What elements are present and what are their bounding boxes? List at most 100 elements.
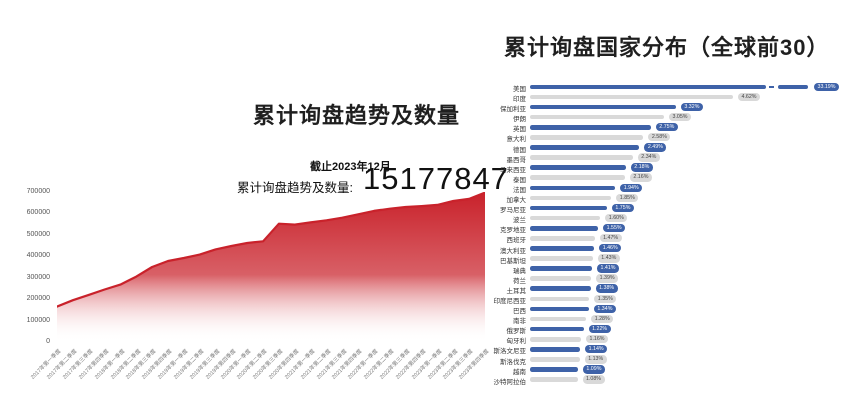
country-value-badge: 3.05% bbox=[669, 112, 692, 122]
y-axis-tick-label: 700000 bbox=[26, 188, 50, 195]
country-label: 印度 bbox=[513, 96, 526, 104]
area-chart-plot bbox=[57, 192, 485, 342]
country-row: 美国 33.19% bbox=[480, 82, 852, 93]
country-bar bbox=[530, 266, 592, 271]
country-bar bbox=[530, 114, 664, 120]
country-label: 罗马尼亚 bbox=[500, 207, 526, 215]
country-label: 波兰 bbox=[513, 217, 526, 225]
country-label: 墨西哥 bbox=[506, 156, 527, 164]
country-label: 瑞典 bbox=[513, 267, 526, 275]
country-bar bbox=[530, 286, 591, 292]
country-bar-chart: 美国 33.19% 印度 4.62% 保加利亚 3.32% 伊朗 3.05% 英国 2.75% 意大… bbox=[480, 82, 852, 386]
country-label: 克罗地亚 bbox=[500, 227, 526, 235]
country-value-badge: 1.94% bbox=[620, 183, 643, 192]
country-value-badge: 1.22% bbox=[588, 324, 611, 334]
country-row: 荷兰 1.39% bbox=[480, 274, 852, 285]
country-value-badge: 1.47% bbox=[599, 234, 622, 243]
country-bar bbox=[530, 326, 584, 332]
country-value-badge: 3.32% bbox=[680, 102, 703, 112]
country-value-badge: 1.14% bbox=[585, 345, 608, 354]
country-label: 美国 bbox=[513, 86, 526, 93]
country-bar bbox=[530, 165, 626, 170]
country-bar bbox=[530, 367, 578, 372]
country-value-badge: 1.28% bbox=[591, 314, 614, 324]
country-value-badge: 2.34% bbox=[637, 153, 660, 162]
y-axis-tick-label: 500000 bbox=[26, 230, 50, 238]
country-row: 德国 2.49% bbox=[480, 143, 852, 154]
country-row: 西班牙 1.47% bbox=[480, 233, 852, 245]
country-value-badge: 1.39% bbox=[596, 274, 619, 283]
country-bar bbox=[530, 256, 593, 261]
country-label: 英国 bbox=[513, 126, 526, 134]
country-label: 巴基斯坦 bbox=[500, 257, 526, 265]
country-row: 土耳其 1.38% bbox=[480, 284, 852, 295]
country-value-badge: 1.16% bbox=[586, 334, 609, 344]
country-value-badge: 1.85% bbox=[616, 193, 639, 203]
area-series-line bbox=[57, 192, 485, 308]
country-value-badge: 1.09% bbox=[582, 365, 605, 374]
country-bar bbox=[530, 347, 581, 352]
country-label: 保加利亚 bbox=[500, 106, 526, 114]
country-row: 加拿大 1.85% bbox=[480, 193, 852, 205]
y-axis-tick-label: 300000 bbox=[26, 273, 50, 281]
country-bar bbox=[530, 236, 595, 241]
country-row: 越南 1.09% bbox=[480, 365, 852, 376]
country-row: 意大利 2.58% bbox=[480, 132, 852, 143]
country-label: 西班牙 bbox=[506, 237, 527, 245]
y-axis-tick-label: 200000 bbox=[26, 295, 50, 303]
country-bar bbox=[530, 357, 580, 362]
country-row: 伊朗 3.05% bbox=[480, 112, 852, 124]
country-value-badge: 1.13% bbox=[584, 355, 607, 364]
country-label: 印度尼西亚 bbox=[493, 297, 527, 305]
country-value-badge: 1.08% bbox=[582, 375, 605, 384]
country-row: 沙特阿拉伯 1.08% bbox=[480, 375, 852, 386]
country-value-badge: 1.75% bbox=[611, 203, 634, 213]
country-value-badge: 4.62% bbox=[738, 92, 761, 102]
country-bar bbox=[530, 316, 587, 322]
country-value-badge: 1.41% bbox=[597, 264, 620, 273]
country-label: 南非 bbox=[513, 318, 526, 326]
y-axis-tick-label: 600000 bbox=[26, 209, 50, 217]
country-bar bbox=[530, 306, 589, 312]
country-bar bbox=[530, 145, 640, 150]
country-row: 匈牙利 1.16% bbox=[480, 334, 852, 346]
country-bar bbox=[530, 246, 595, 251]
country-row: 巴西 1.34% bbox=[480, 304, 852, 316]
country-bar bbox=[530, 185, 616, 191]
y-axis-tick-label: 0 bbox=[46, 338, 50, 345]
country-row: 法国 1.94% bbox=[480, 183, 852, 194]
country-row: 印度 4.62% bbox=[480, 92, 852, 104]
area-chart: 0 100000 200000 300000 400000 500000 600000 700… bbox=[0, 185, 500, 405]
country-row: 俄罗斯 1.22% bbox=[480, 324, 852, 336]
country-value-badge: 2.58% bbox=[648, 133, 671, 142]
bar-break-mark bbox=[769, 86, 774, 88]
country-row: 罗马尼亚 1.75% bbox=[480, 203, 852, 215]
country-value-badge: 1.34% bbox=[593, 304, 616, 314]
country-label: 伊朗 bbox=[513, 116, 526, 124]
country-bar bbox=[530, 336, 581, 342]
country-row: 克罗地亚 1.55% bbox=[480, 223, 852, 235]
country-bar bbox=[530, 94, 733, 100]
country-label: 马来西亚 bbox=[500, 166, 526, 174]
country-row: 斯洛伐克 1.13% bbox=[480, 355, 852, 366]
asof-date-label: 截止2023年12月 bbox=[310, 161, 391, 173]
country-bar bbox=[530, 155, 633, 160]
country-label: 加拿大 bbox=[506, 197, 527, 205]
country-label: 德国 bbox=[513, 146, 526, 154]
country-label: 匈牙利 bbox=[506, 338, 527, 346]
country-value-badge: 1.38% bbox=[595, 284, 618, 293]
country-bar-segment bbox=[530, 84, 766, 90]
country-label: 巴西 bbox=[513, 308, 526, 316]
country-bar-segment bbox=[778, 84, 808, 90]
country-label: 土耳其 bbox=[506, 287, 527, 295]
country-value-badge: 2.16% bbox=[629, 173, 652, 182]
country-label: 俄罗斯 bbox=[506, 328, 527, 336]
country-label: 荷兰 bbox=[513, 277, 526, 285]
country-row: 保加利亚 3.32% bbox=[480, 102, 852, 114]
country-row: 巴基斯坦 1.43% bbox=[480, 254, 852, 265]
country-value-badge: 2.49% bbox=[644, 143, 667, 152]
country-row: 墨西哥 2.34% bbox=[480, 153, 852, 164]
total-inquiries-label: 累计询盘趋势及数量: bbox=[237, 181, 353, 195]
country-row: 南非 1.28% bbox=[480, 314, 852, 326]
country-bar bbox=[530, 276, 592, 281]
